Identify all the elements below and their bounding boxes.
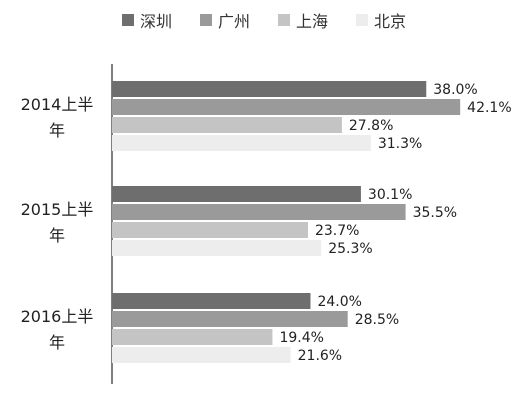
- legend-item-guangzhou: 广州: [199, 8, 250, 32]
- data-label: 31.3%: [378, 136, 422, 152]
- data-label: 24.0%: [317, 294, 361, 310]
- legend-item-beijing: 北京: [356, 8, 406, 32]
- bar: [112, 99, 461, 115]
- legend-item-shanghai: 上海: [278, 8, 328, 32]
- data-label: 21.6%: [298, 348, 342, 364]
- bar: [112, 311, 348, 327]
- data-label: 19.4%: [279, 330, 323, 346]
- bar: [112, 81, 427, 97]
- bar: [112, 117, 342, 133]
- legend: 深圳 广州 上海 北京: [0, 8, 528, 32]
- data-label: 30.1%: [368, 187, 412, 203]
- data-label: 25.3%: [328, 241, 372, 257]
- bar: [112, 222, 308, 238]
- legend-label: 深圳: [139, 12, 172, 31]
- legend-label: 广州: [217, 12, 250, 31]
- data-label: 23.7%: [315, 223, 359, 239]
- category-label: 2015上半年: [21, 200, 94, 245]
- data-label: 35.5%: [413, 205, 457, 221]
- legend-swatch: [199, 14, 212, 26]
- legend-label: 上海: [296, 12, 329, 31]
- category-label: 2016上半年: [21, 307, 94, 352]
- legend-swatch: [356, 14, 369, 26]
- data-label: 27.8%: [349, 118, 393, 134]
- legend-label: 北京: [374, 12, 407, 31]
- data-label: 38.0%: [433, 82, 477, 98]
- data-label: 42.1%: [467, 100, 511, 116]
- bar: [112, 204, 406, 220]
- bar: [112, 293, 311, 309]
- bar: [112, 329, 273, 345]
- bar: [112, 135, 371, 151]
- legend-swatch: [278, 14, 290, 26]
- bar: [112, 240, 322, 256]
- legend-swatch: [121, 14, 134, 26]
- data-label: 28.5%: [355, 312, 399, 328]
- legend-item-shenzhen: 深圳: [121, 8, 172, 32]
- category-label: 2014上半年: [21, 95, 94, 140]
- bar: [112, 186, 361, 202]
- bar: [112, 347, 291, 363]
